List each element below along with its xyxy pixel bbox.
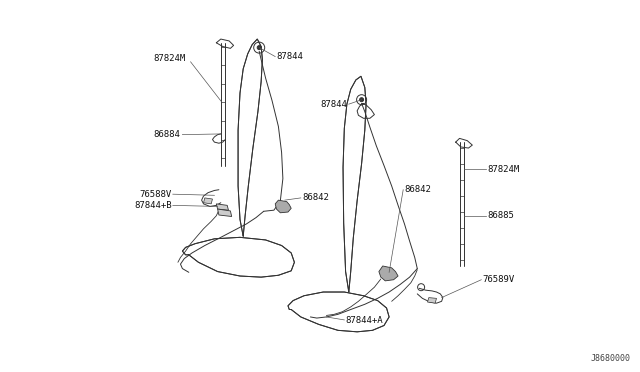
Text: 86884: 86884 [154, 130, 180, 139]
Text: 87844: 87844 [321, 100, 348, 109]
Text: 87844+A: 87844+A [346, 316, 383, 325]
Text: 86842: 86842 [404, 185, 431, 194]
Circle shape [360, 98, 364, 102]
Circle shape [257, 46, 261, 49]
Polygon shape [204, 198, 212, 204]
Polygon shape [428, 298, 436, 303]
Text: 87844: 87844 [276, 52, 303, 61]
Text: 76588V: 76588V [140, 190, 172, 199]
Polygon shape [216, 204, 228, 210]
Text: 86842: 86842 [302, 193, 329, 202]
Text: 86885: 86885 [488, 211, 515, 220]
Polygon shape [379, 266, 398, 281]
Polygon shape [182, 237, 294, 277]
Polygon shape [218, 209, 232, 217]
Polygon shape [238, 39, 262, 236]
Text: 87824M: 87824M [154, 54, 186, 63]
Polygon shape [288, 292, 389, 332]
Polygon shape [343, 76, 366, 292]
Text: J8680000: J8680000 [590, 354, 630, 363]
Text: 76589V: 76589V [483, 275, 515, 284]
Text: 87824M: 87824M [488, 165, 520, 174]
Text: 87844+B: 87844+B [134, 201, 172, 210]
Polygon shape [275, 200, 291, 213]
